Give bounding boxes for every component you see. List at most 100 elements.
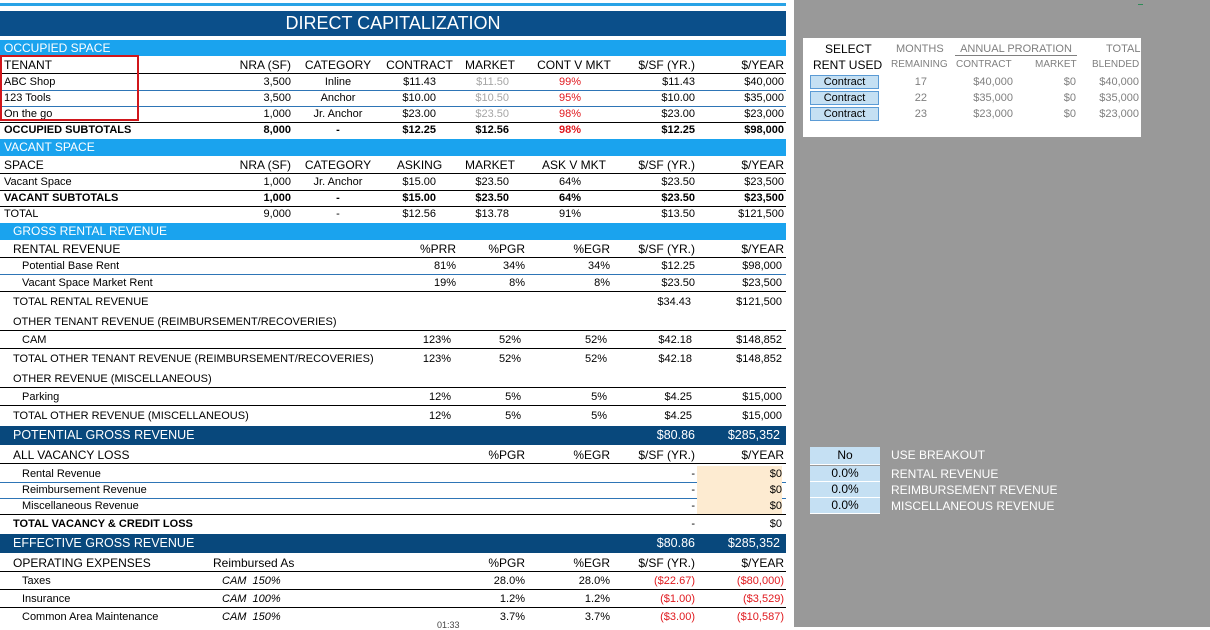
col-year: $/YEAR (741, 58, 784, 72)
rent-used-select[interactable]: Contract (810, 107, 879, 121)
checkmark-icon (1138, 0, 1143, 5)
tenant-row[interactable]: 123 Tools 3,500 Anchor $10.00 $10.50 95%… (0, 90, 786, 107)
col-year: $/YEAR (741, 556, 784, 570)
total-psf: $13.50 (661, 208, 695, 220)
cam-row[interactable]: CAM 123% 52% 52% $42.18 $148,852 (0, 332, 786, 349)
rental-revenue-header[interactable]: RENTAL REVENUE %PRR %PGR %EGR $/SF (YR.)… (0, 241, 786, 258)
year-value[interactable]: $0 (697, 482, 782, 498)
year-value: $15,000 (742, 391, 782, 403)
parking-label: Parking (22, 391, 60, 403)
expense-row[interactable]: Insurance CAM 100% 1.2% 1.2% ($1.00) ($3… (0, 591, 786, 608)
rent-used-select[interactable]: Contract (810, 75, 879, 89)
psf-value: $4.25 (664, 391, 692, 403)
panel-header-row-2: RENT USED REMAINING CONTRACT MARKET BLEN… (803, 57, 1141, 73)
egr-value: 28.0% (578, 575, 610, 587)
total-rental-revenue-label: TOTAL RENTAL REVENUE (13, 296, 149, 308)
pgr-value: 52% (498, 353, 521, 365)
tenant-row[interactable]: On the go 1,000 Jr. Anchor $23.00 $23.50… (0, 106, 786, 123)
expense-row[interactable]: Common Area Maintenance CAM 150% 3.7% 3.… (0, 609, 786, 625)
rental-revenue-vacancy-input[interactable]: 0.0% (810, 466, 880, 482)
panel-row[interactable]: Contract 23 $23,000 $0 $23,000 (803, 106, 1141, 122)
tenant-market: $11.50 (476, 76, 509, 88)
vacancy-row-label: Miscellaneous Revenue (22, 500, 139, 512)
rent-used-select[interactable]: Contract (810, 91, 879, 105)
col-pgr: %PGR (488, 242, 525, 256)
col-asking: ASKING (396, 158, 443, 172)
tenant-selection-outline (0, 55, 139, 121)
potential-gross-revenue-bar[interactable]: POTENTIAL GROSS REVENUE $80.86 $285,352 (0, 426, 786, 445)
col-psf: $/SF (YR.) (638, 158, 695, 172)
other-misc-revenue-header[interactable]: OTHER REVENUE (MISCELLANEOUS) (0, 371, 786, 388)
rental-revenue-vacancy-label: RENTAL REVENUE (891, 467, 999, 481)
tenant-category: Jr. Anchor (313, 108, 363, 120)
year-value: $148,852 (736, 334, 782, 346)
occupied-subtotal-year: $98,000 (744, 124, 784, 136)
vacant-header-row[interactable]: SPACE NRA (SF) CATEGORY ASKING MARKET AS… (0, 157, 786, 174)
other-tenant-revenue-header[interactable]: OTHER TENANT REVENUE (REIMBURSEMENT/RECO… (0, 314, 786, 331)
market-proration: $0 (1063, 108, 1076, 120)
panel-select-label: SELECT (825, 42, 872, 56)
col-egr: %EGR (573, 556, 610, 570)
operating-expenses-header[interactable]: OPERATING EXPENSES Reimbursed As %PGR %E… (0, 555, 786, 572)
occupied-subtotal-psf: $12.25 (661, 124, 695, 136)
occupied-space-section[interactable]: OCCUPIED SPACE (0, 40, 786, 56)
effective-gross-revenue-bar[interactable]: EFFECTIVE GROSS REVENUE $80.86 $285,352 (0, 534, 786, 553)
year-value: $148,852 (736, 353, 782, 365)
tenant-year: $35,000 (744, 92, 784, 104)
vacancy-row[interactable]: Miscellaneous Revenue - $0 (0, 498, 786, 515)
col-category: CATEGORY (304, 158, 372, 172)
vacant-market-rent-label: Vacant Space Market Rent (22, 277, 153, 289)
year-value: $15,000 (742, 410, 782, 422)
pgr-value: 1.2% (499, 593, 525, 605)
misc-revenue-vacancy-input[interactable]: 0.0% (810, 498, 880, 514)
months-remaining: 17 (914, 76, 927, 88)
tenant-name: ABC Shop (4, 76, 56, 88)
pgr-psf: $80.86 (656, 428, 695, 442)
psf-value: - (691, 500, 695, 512)
potential-base-rent-row[interactable]: Potential Base Rent 81% 34% 34% $12.25 $… (0, 258, 786, 275)
reimbursement-revenue-vacancy-input[interactable]: 0.0% (810, 482, 880, 498)
occupied-space-label: OCCUPIED SPACE (4, 41, 111, 55)
use-breakout-label: USE BREAKOUT (891, 448, 986, 462)
psf-value: ($1.00) (660, 593, 695, 605)
vacant-subtotal-psf: $23.50 (661, 192, 695, 204)
sheet-title-text: DIRECT CAPITALIZATION (285, 13, 501, 33)
vacant-space-section[interactable]: VACANT SPACE (0, 139, 786, 156)
col-pgr: %PGR (488, 556, 525, 570)
occupied-subtotal-row[interactable]: OCCUPIED SUBTOTALS 8,000 - $12.25 $12.56… (0, 122, 786, 138)
panel-row[interactable]: Contract 22 $35,000 $0 $35,000 (803, 90, 1141, 106)
vacant-subtotal-row[interactable]: VACANT SUBTOTALS 1,000 - $15.00 $23.50 6… (0, 190, 786, 207)
vacancy-loss-header[interactable]: ALL VACANCY LOSS %PGR %EGR $/SF (YR.) $/… (0, 447, 786, 464)
reimbursement-revenue-vacancy-label: REIMBURSEMENT REVENUE (891, 483, 1058, 497)
vacant-market-rent-row[interactable]: Vacant Space Market Rent 19% 8% 8% $23.5… (0, 275, 786, 292)
occupied-header-row[interactable]: TENANT NRA (SF) CATEGORY CONTRACT MARKET… (0, 57, 786, 74)
psf-value: ($22.67) (654, 575, 695, 587)
year-value[interactable]: $0 (697, 466, 782, 482)
tenant-name: 123 Tools (4, 92, 51, 104)
col-cont-v-mkt: CONT V MKT (537, 58, 611, 72)
egr-value: 1.2% (584, 593, 610, 605)
vacancy-row[interactable]: Rental Revenue - $0 (0, 466, 786, 483)
expense-row[interactable]: Taxes CAM 150% 28.0% 28.0% ($22.67) ($80… (0, 573, 786, 590)
sheet-title[interactable]: DIRECT CAPITALIZATION (0, 11, 786, 36)
vacant-asking: $15.00 (402, 176, 436, 188)
tenant-row[interactable]: ABC Shop 3,500 Inline $11.43 $11.50 99% … (0, 74, 786, 91)
panel-row[interactable]: Contract 17 $40,000 $0 $40,000 (803, 74, 1141, 90)
vacancy-row[interactable]: Reimbursement Revenue - $0 (0, 482, 786, 499)
vacant-category: Jr. Anchor (313, 176, 363, 188)
vacant-row[interactable]: Vacant Space 1,000 Jr. Anchor $15.00 $23… (0, 174, 786, 191)
psf-value: - (691, 468, 695, 480)
total-rental-revenue-row[interactable]: TOTAL RENTAL REVENUE $34.43 $121,500 (0, 294, 786, 310)
total-misc-revenue-row[interactable]: TOTAL OTHER REVENUE (MISCELLANEOUS) 12% … (0, 408, 786, 424)
total-other-tenant-revenue-row[interactable]: TOTAL OTHER TENANT REVENUE (REIMBURSEMEN… (0, 351, 786, 367)
tenant-cont-v-mkt: 98% (558, 108, 581, 120)
gross-rental-revenue-section[interactable]: GROSS RENTAL REVENUE (0, 223, 786, 240)
contract-proration: $40,000 (973, 76, 1013, 88)
use-breakout-select[interactable]: No (810, 447, 880, 465)
total-vacancy-row[interactable]: TOTAL VACANCY & CREDIT LOSS - $0 (0, 516, 786, 532)
tenant-nra: 1,000 (263, 108, 291, 120)
parking-row[interactable]: Parking 12% 5% 5% $4.25 $15,000 (0, 389, 786, 406)
tenant-market: $23.50 (475, 108, 509, 120)
year-value[interactable]: $0 (697, 498, 782, 514)
total-row[interactable]: TOTAL 9,000 - $12.56 $13.78 91% $13.50 $… (0, 206, 786, 222)
